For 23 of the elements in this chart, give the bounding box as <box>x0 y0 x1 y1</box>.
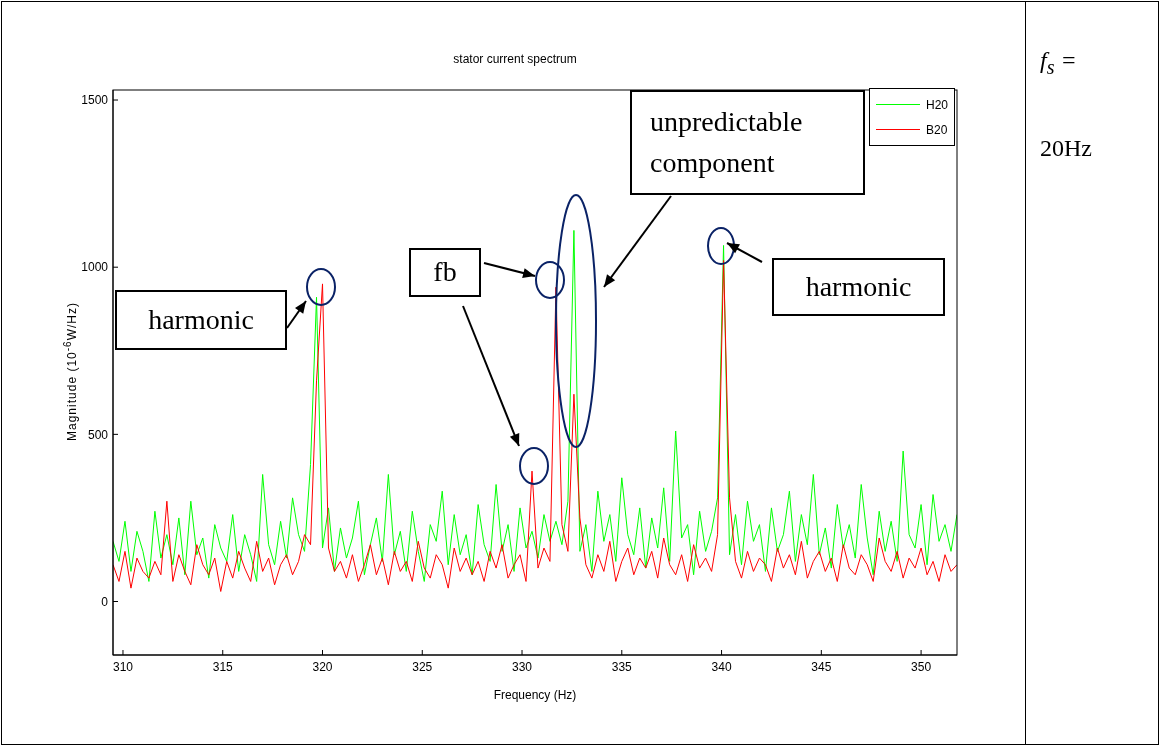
x-tick-label: 350 <box>911 659 932 674</box>
text: 20Hz <box>1040 133 1092 163</box>
x-axis-title: Frequency (Hz) <box>492 688 578 702</box>
legend-label: B20 <box>925 122 948 137</box>
text: f$_{s}$ = <box>1040 45 1077 80</box>
x-tick-label: 340 <box>711 659 732 674</box>
x-tick-label: 325 <box>412 659 433 674</box>
annotation: harmonic <box>148 302 254 337</box>
x-tick-label: 330 <box>512 659 533 674</box>
legend-label: H20 <box>925 97 948 112</box>
y-tick-label: 500 <box>87 427 109 442</box>
y-tick-label: 1000 <box>81 260 109 275</box>
x-tick-label: 315 <box>212 659 234 674</box>
annotation: unpredictable component <box>650 104 804 180</box>
y-tick-label: 0 <box>101 594 109 609</box>
x-tick-label: 310 <box>112 659 134 674</box>
y-tick-label: 1500 <box>81 93 109 108</box>
annotation: fb <box>433 255 457 289</box>
x-tick-label: 335 <box>611 659 633 674</box>
x-tick-label: 345 <box>811 659 832 674</box>
x-tick-label: 320 <box>312 659 333 674</box>
annotation: harmonic <box>805 269 912 304</box>
chart-title: stator current spectrum <box>452 52 578 66</box>
